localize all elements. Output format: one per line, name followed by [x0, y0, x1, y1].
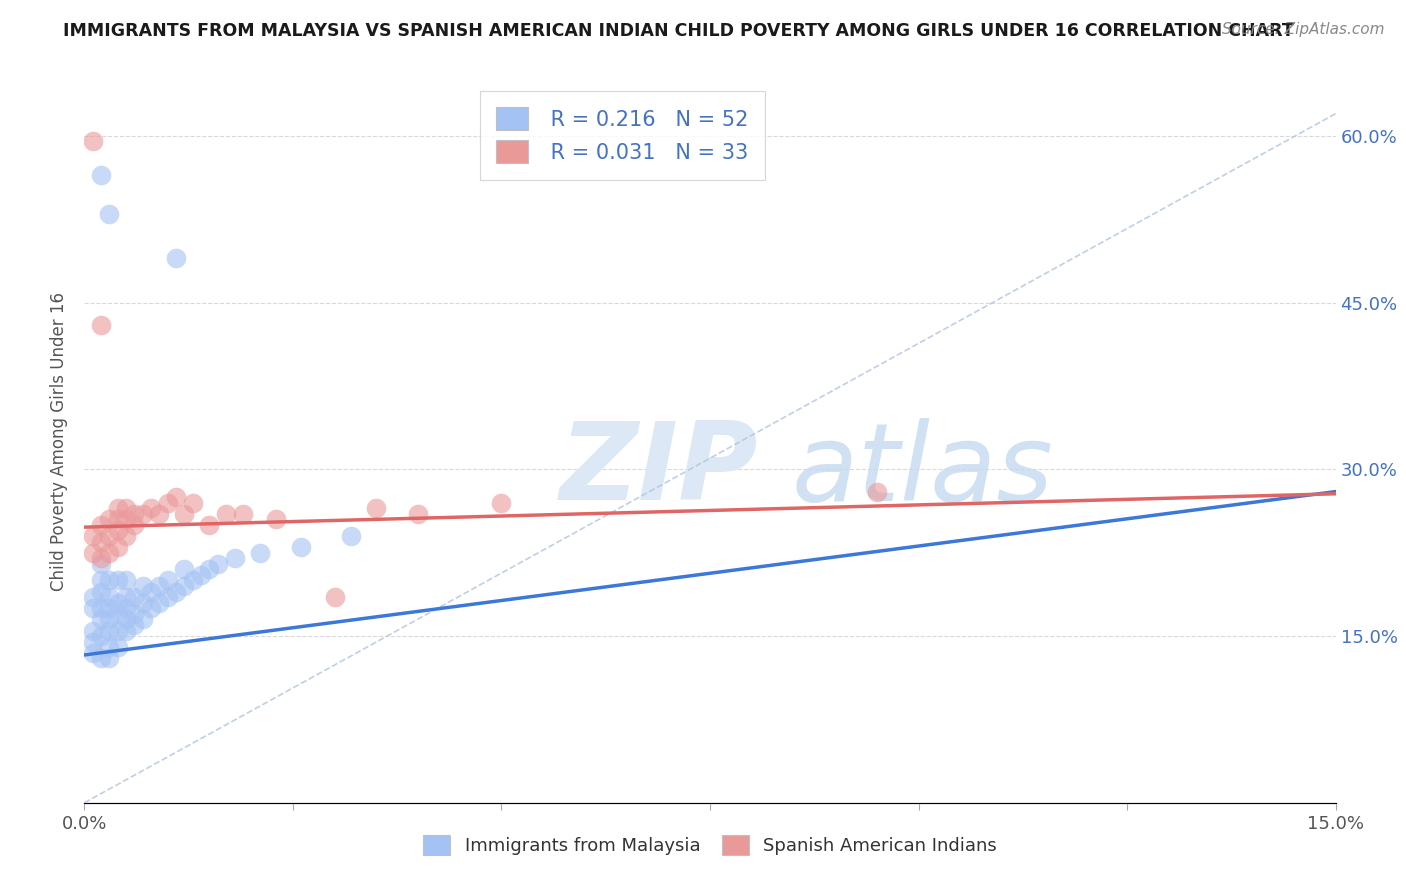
Point: [215, 507, 238, 521]
Point: [232, 507, 254, 521]
Point: [98, 207, 121, 221]
Point: [107, 512, 129, 526]
Point: [98, 640, 121, 655]
Point: [98, 624, 121, 638]
Point: [115, 512, 138, 526]
Point: [132, 612, 155, 626]
Point: [107, 640, 129, 655]
Point: [98, 574, 121, 588]
Point: [165, 584, 187, 599]
Point: [82, 135, 104, 149]
Point: [132, 596, 155, 610]
Point: [323, 590, 346, 604]
Point: [115, 501, 138, 516]
Point: [90, 629, 112, 643]
Point: [82, 646, 104, 660]
Point: [115, 624, 138, 638]
Point: [132, 579, 155, 593]
Point: [124, 507, 146, 521]
Point: [90, 651, 112, 665]
Point: [181, 496, 204, 510]
Point: [366, 501, 388, 516]
Point: [139, 501, 162, 516]
Point: [90, 551, 112, 566]
Point: [107, 540, 129, 554]
Point: [406, 507, 429, 521]
Point: [107, 524, 129, 538]
Point: [107, 501, 129, 516]
Point: [90, 318, 112, 332]
Point: [98, 546, 121, 560]
Point: [198, 517, 221, 532]
Point: [115, 529, 138, 543]
Point: [340, 529, 363, 543]
Legend: Immigrants from Malaysia, Spanish American Indians: Immigrants from Malaysia, Spanish Americ…: [416, 828, 1004, 863]
Point: [98, 601, 121, 615]
Point: [173, 562, 195, 576]
Point: [115, 612, 138, 626]
Point: [132, 507, 155, 521]
Point: [491, 496, 513, 510]
Point: [139, 601, 162, 615]
Point: [82, 601, 104, 615]
Point: [90, 557, 112, 571]
Point: [124, 517, 146, 532]
Point: [90, 612, 112, 626]
Point: [98, 651, 121, 665]
Point: [190, 568, 212, 582]
Point: [107, 624, 129, 638]
Point: [124, 590, 146, 604]
Point: [156, 590, 179, 604]
Point: [90, 534, 112, 549]
Point: [107, 607, 129, 621]
Point: [165, 251, 187, 265]
Point: [98, 612, 121, 626]
Point: [156, 496, 179, 510]
Text: Source: ZipAtlas.com: Source: ZipAtlas.com: [1222, 22, 1385, 37]
Point: [173, 507, 195, 521]
Point: [156, 574, 179, 588]
Text: atlas: atlas: [792, 418, 1053, 523]
Point: [82, 590, 104, 604]
Point: [107, 596, 129, 610]
Point: [866, 484, 889, 499]
Point: [98, 590, 121, 604]
Point: [115, 574, 138, 588]
Text: ZIP: ZIP: [560, 417, 758, 524]
Point: [173, 579, 195, 593]
Point: [90, 168, 112, 182]
Point: [115, 601, 138, 615]
Point: [290, 540, 312, 554]
Point: [181, 574, 204, 588]
Point: [165, 490, 187, 504]
Point: [82, 624, 104, 638]
Point: [90, 574, 112, 588]
Point: [198, 562, 221, 576]
Point: [264, 512, 287, 526]
Point: [224, 551, 246, 566]
Text: IMMIGRANTS FROM MALAYSIA VS SPANISH AMERICAN INDIAN CHILD POVERTY AMONG GIRLS UN: IMMIGRANTS FROM MALAYSIA VS SPANISH AMER…: [63, 22, 1294, 40]
Point: [207, 557, 229, 571]
Point: [148, 507, 170, 521]
Y-axis label: Child Poverty Among Girls Under 16: Child Poverty Among Girls Under 16: [51, 292, 69, 591]
Point: [82, 546, 104, 560]
Point: [115, 590, 138, 604]
Point: [82, 529, 104, 543]
Point: [124, 607, 146, 621]
Point: [82, 634, 104, 648]
Point: [98, 529, 121, 543]
Point: [90, 584, 112, 599]
Point: [249, 546, 271, 560]
Point: [148, 596, 170, 610]
Point: [90, 517, 112, 532]
Point: [98, 512, 121, 526]
Point: [148, 579, 170, 593]
Point: [124, 618, 146, 632]
Point: [107, 574, 129, 588]
Point: [139, 584, 162, 599]
Point: [90, 601, 112, 615]
